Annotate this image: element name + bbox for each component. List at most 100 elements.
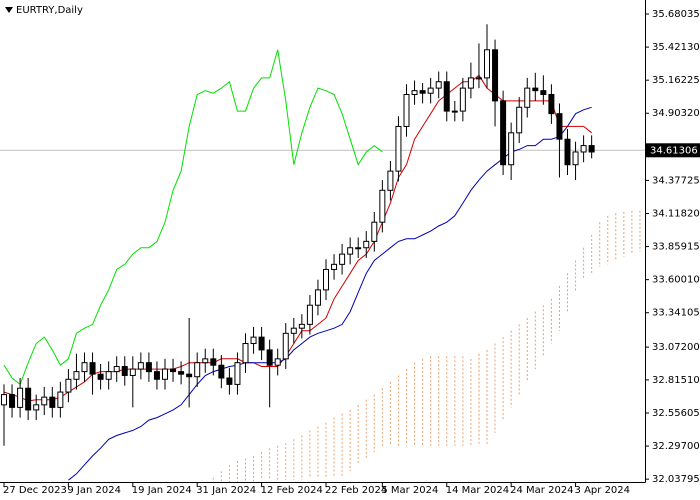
bear-candle-body [532, 87, 539, 92]
bull-candle-body [57, 391, 64, 408]
bull-candle-body [242, 343, 249, 364]
x-tick-label: 9 Jan 2024 [67, 485, 121, 496]
y-tick-label: 33.34105 [652, 308, 700, 319]
bull-candle-body [435, 81, 442, 89]
y-tick-label: 34.11820 [652, 208, 700, 219]
chart-title: EURTRY,Daily [16, 5, 83, 16]
bull-candle-body [113, 366, 120, 373]
bull-candle-body [379, 189, 386, 223]
bull-candle-body [459, 87, 466, 112]
bull-candle-body [234, 362, 241, 385]
x-tick-label: 12 Feb 2024 [261, 485, 323, 496]
y-tick-label: 32.81510 [652, 375, 700, 386]
bull-candle-body [194, 362, 201, 378]
last-price-label: 34.61306 [650, 145, 698, 156]
bull-candle-body [306, 304, 313, 325]
bear-candle-body [153, 371, 160, 380]
bear-candle-body [588, 145, 595, 153]
bear-candle-body [266, 349, 273, 366]
x-tick-label: 31 Jan 2024 [196, 485, 256, 496]
bull-candle-body [331, 263, 338, 270]
bear-candle-body [226, 377, 233, 385]
bear-candle-body [500, 100, 507, 166]
bear-candle-body [210, 358, 217, 366]
x-tick-label: 27 Dec 2023 [3, 485, 67, 496]
bull-candle-body [451, 110, 458, 113]
x-tick-label: 22 Feb 2024 [325, 485, 387, 496]
bull-candle-body [65, 378, 72, 393]
bull-candle-body [516, 106, 523, 134]
y-tick-label: 32.55605 [652, 408, 700, 419]
bear-candle-body [443, 81, 450, 112]
y-tick-label: 35.42130 [652, 42, 700, 53]
bull-candle-body [1, 394, 7, 406]
bull-candle-body [467, 77, 474, 89]
last-price-box [646, 143, 700, 158]
bull-candle-body [475, 77, 482, 80]
bull-candle-body [282, 332, 289, 360]
y-tick-label: 33.60010 [652, 275, 700, 286]
bull-candle-body [371, 221, 378, 242]
x-tick-label: 19 Jan 2024 [132, 485, 192, 496]
bear-candle-body [178, 371, 185, 375]
y-tick-label: 34.90320 [652, 108, 700, 119]
bear-candle-body [25, 387, 32, 411]
bull-candle-body [105, 371, 112, 380]
bear-candle-body [258, 336, 265, 351]
bear-candle-body [49, 396, 56, 408]
x-tick-label: 3 Apr 2024 [575, 485, 630, 496]
bull-candle-body [508, 132, 515, 166]
bull-candle-body [363, 240, 370, 249]
plot-area [0, 24, 645, 482]
bull-candle-body [137, 362, 144, 370]
bull-candle-body [484, 49, 490, 79]
y-tick-label: 32.03795 [652, 474, 700, 485]
bull-candle-body [395, 125, 402, 172]
y-tick-label: 35.16225 [652, 75, 700, 86]
bull-candle-body [572, 151, 579, 166]
bear-candle-body [145, 362, 152, 373]
bull-candle-body [162, 368, 168, 380]
bull-candle-body [355, 247, 362, 250]
indicator-line [3, 49, 383, 386]
bear-candle-body [419, 90, 426, 94]
x-tick-label: 14 Mar 2024 [446, 485, 509, 496]
bull-candle-body [314, 289, 321, 306]
bull-candle-body [41, 396, 48, 406]
bull-candle-body [250, 336, 257, 345]
bull-candle-body [33, 404, 40, 411]
bull-candle-body [17, 387, 24, 408]
bull-candle-body [403, 94, 410, 127]
bear-candle-body [89, 362, 96, 375]
bull-candle-body [323, 268, 329, 291]
bear-candle-body [218, 364, 225, 379]
bull-candle-body [129, 368, 136, 376]
bull-candle-body [290, 327, 297, 334]
bull-candle-body [202, 358, 209, 364]
bull-candle-body [73, 371, 80, 380]
bear-candle-body [170, 368, 177, 373]
bear-candle-body [186, 373, 193, 378]
bull-candle-body [347, 247, 354, 255]
bear-candle-body [121, 366, 128, 376]
bull-candle-body [580, 145, 587, 153]
bull-candle-body [427, 87, 434, 94]
y-tick-label: 33.85915 [652, 242, 700, 253]
bear-candle-body [556, 113, 563, 140]
bear-candle-body [97, 373, 104, 380]
bull-candle-body [81, 362, 88, 373]
x-tick-label: 24 Mar 2024 [510, 485, 573, 496]
bear-candle-body [540, 90, 547, 96]
bull-candle-body [524, 87, 531, 108]
bear-candle-body [548, 94, 555, 115]
y-tick-label: 32.29700 [652, 441, 700, 452]
bear-candle-body [492, 49, 499, 102]
y-tick-label: 35.68035 [652, 9, 700, 20]
y-tick-label: 33.07200 [652, 342, 700, 353]
bull-candle-body [298, 323, 305, 329]
bull-candle-body [387, 170, 394, 191]
x-tick-label: 5 Mar 2024 [381, 485, 438, 496]
menu-triangle[interactable] [5, 7, 13, 13]
